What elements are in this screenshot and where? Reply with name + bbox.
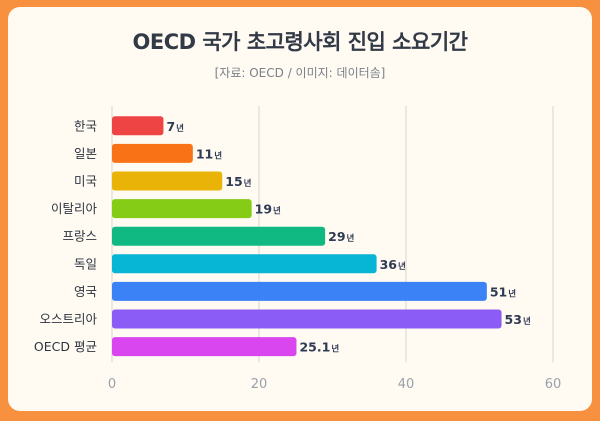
- x-tick-label: 0: [108, 377, 116, 392]
- data-label: 25.1년: [299, 340, 339, 355]
- unit-label: 년: [508, 288, 516, 299]
- category-label: 프랑스: [62, 229, 97, 244]
- category-label: 독일: [74, 256, 97, 271]
- category-label: 영국: [74, 284, 97, 299]
- x-tick-label: 20: [251, 377, 268, 392]
- unit-label: 년: [273, 206, 281, 217]
- chart-card: [8, 7, 592, 411]
- data-label: 53년: [505, 312, 531, 327]
- data-label: 29년: [328, 229, 354, 244]
- unit-label: 년: [244, 178, 252, 189]
- bar: [112, 116, 164, 136]
- data-label: 11년: [196, 146, 222, 161]
- chart-title: OECD 국가 초고령사회 진입 소요기간: [132, 30, 468, 54]
- unit-label: 년: [347, 233, 355, 244]
- data-label: 19년: [255, 202, 281, 217]
- bar: [112, 309, 502, 329]
- bar: [112, 226, 326, 246]
- bar: [112, 171, 223, 191]
- bar: [112, 337, 297, 357]
- x-tick-label: 60: [545, 377, 562, 392]
- category-label: 오스트리아: [39, 312, 97, 327]
- bar: [112, 199, 252, 219]
- bar: [112, 254, 377, 274]
- chart-subtitle: [자료: OECD / 이미지: 데이터솜]: [214, 66, 386, 80]
- data-label: 7년: [166, 119, 184, 134]
- category-label: 이탈리아: [51, 201, 98, 216]
- category-label: 일본: [74, 146, 97, 161]
- unit-label: 년: [176, 123, 184, 134]
- data-label: 36년: [380, 257, 406, 272]
- category-label: 한국: [74, 118, 97, 133]
- x-tick-label: 40: [398, 377, 415, 392]
- bar: [112, 281, 487, 301]
- data-label: 15년: [225, 174, 251, 189]
- category-label: OECD 평균: [34, 339, 97, 354]
- category-label: 미국: [74, 174, 97, 189]
- bar: [112, 143, 193, 163]
- unit-label: 년: [331, 344, 339, 355]
- unit-label: 년: [523, 316, 531, 327]
- data-label: 51년: [490, 284, 516, 299]
- unit-label: 년: [214, 150, 222, 161]
- unit-label: 년: [398, 261, 406, 272]
